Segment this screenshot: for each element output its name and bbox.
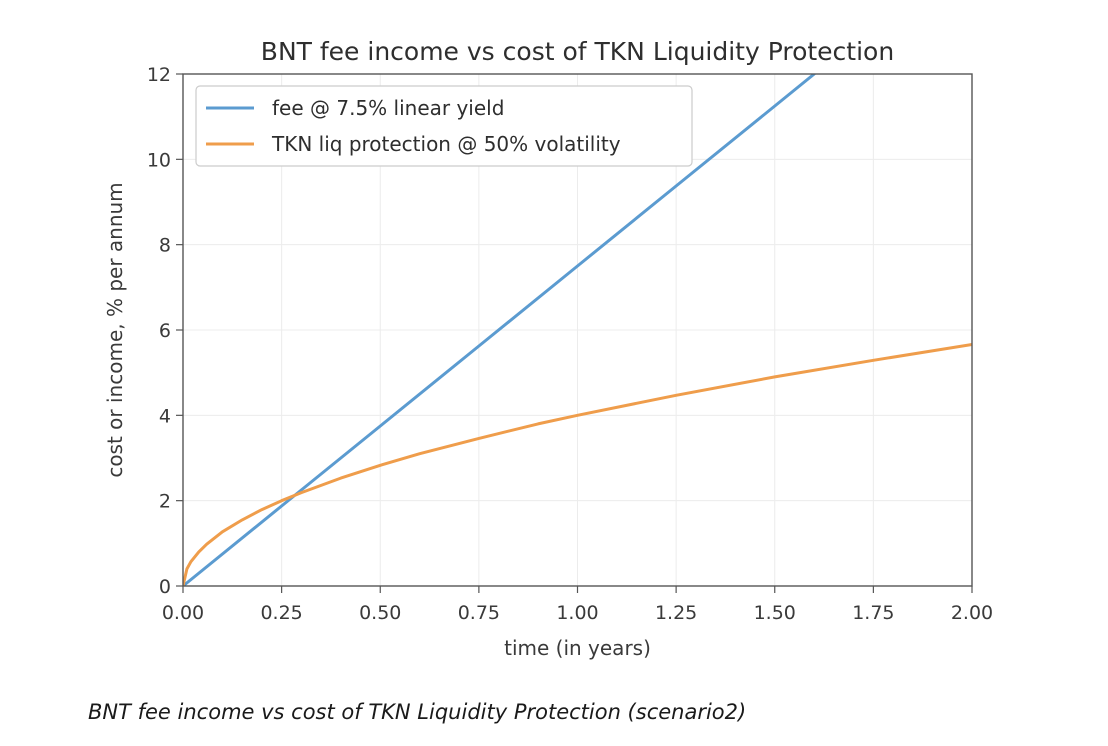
y-tick-label: 4 <box>159 405 171 427</box>
x-tick-label: 1.00 <box>556 602 598 624</box>
x-tick-label: 1.75 <box>852 602 894 624</box>
y-tick-label: 2 <box>159 491 171 513</box>
y-tick-label: 6 <box>159 320 171 342</box>
x-tick-label: 0.25 <box>260 602 302 624</box>
legend-box <box>195 85 693 167</box>
axis-ticks: 0.00 0.25 0.50 0.75 1.00 1.25 1.50 1.75 2.00 0 2 4 6… <box>147 64 993 624</box>
chart-title: BNT fee income vs cost of TKN Liquidity … <box>261 37 894 66</box>
series-lines <box>183 74 972 586</box>
series-line-2 <box>183 343 972 586</box>
figure-caption: BNT fee income vs cost of TKN Liquidity … <box>88 700 747 724</box>
x-axis-label: time (in years) <box>504 636 651 660</box>
x-tick-label: 0.75 <box>458 602 500 624</box>
x-tick-label: 1.25 <box>655 602 697 624</box>
x-tick-label: 0.50 <box>359 602 401 624</box>
y-tick-label: 8 <box>159 235 171 257</box>
y-axis-label: cost or income, % per annum <box>103 182 127 477</box>
y-tick-label: 12 <box>147 64 171 86</box>
line-chart: 0.00 0.25 0.50 0.75 1.00 1.25 1.50 1.75 2.00 0 2 4 6… <box>103 37 993 660</box>
legend: fee @ 7.5% linear yield TKN liq protectio… <box>195 85 693 167</box>
legend-label: TKN liq protection @ 50% volatility <box>271 132 621 156</box>
x-tick-label: 0.00 <box>162 602 204 624</box>
legend-label: fee @ 7.5% linear yield <box>272 96 504 120</box>
y-tick-label: 10 <box>147 149 171 171</box>
x-tick-label: 2.00 <box>951 602 993 624</box>
y-tick-label: 0 <box>159 576 171 598</box>
x-tick-label: 1.50 <box>754 602 796 624</box>
